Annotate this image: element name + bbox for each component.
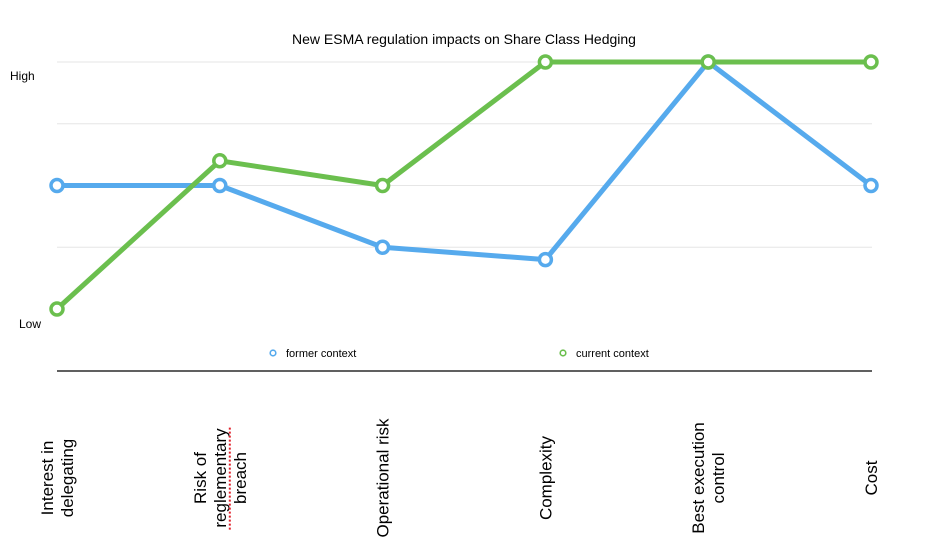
x-category-line: Risk of: [191, 452, 210, 504]
legend-item: current context: [559, 348, 649, 360]
x-category-line: Interest in: [38, 441, 57, 516]
grid-layer: [57, 61, 872, 248]
data-point: [700, 54, 716, 70]
x-category-line: delegating: [58, 439, 77, 517]
chart-title: New ESMA regulation impacts on Share Cla…: [292, 31, 636, 47]
series-line: [54, 59, 874, 263]
series-line: [54, 59, 874, 312]
series-1: [49, 54, 879, 268]
x-axis-categories: Interest in delegating Risk of reglementary…: [38, 418, 881, 538]
legend-label: former context: [286, 348, 356, 360]
x-category-line: Complexity: [536, 435, 555, 520]
x-category-line: Operational risk: [374, 418, 393, 538]
x-category-line: Best execution: [689, 422, 708, 534]
x-category-line: control: [709, 452, 728, 503]
y-tick-label: Low: [19, 317, 41, 331]
x-category-label: Operational risk: [374, 418, 393, 538]
x-category-label: Interest in delegating: [38, 439, 77, 517]
data-point: [374, 239, 391, 255]
legend: former context current context: [269, 348, 649, 360]
data-point: [212, 153, 228, 169]
x-category-label: Risk of reglementary breach: [191, 426, 250, 530]
x-category-label: Complexity: [536, 435, 555, 520]
data-point: [537, 54, 554, 70]
data-point: [49, 177, 65, 194]
series-2: [49, 54, 879, 317]
x-category-line: Cost: [862, 460, 881, 495]
data-point: [374, 177, 391, 194]
data-point: [49, 301, 65, 317]
x-category-line: breach: [231, 452, 250, 504]
x-category-label: Cost: [862, 460, 881, 495]
legend-marker: [269, 349, 277, 357]
legend-marker: [559, 349, 567, 357]
series-layer: [49, 54, 879, 317]
legend-label: current context: [576, 348, 649, 360]
x-category-line: reglementary: [211, 428, 230, 528]
y-tick-label: High: [10, 69, 35, 83]
data-point: [863, 177, 879, 194]
x-category-label: Best execution control: [689, 422, 728, 534]
data-point: [212, 177, 228, 194]
y-axis-ticks: High Low: [10, 69, 41, 331]
data-point: [537, 251, 554, 268]
legend-item: former context: [269, 348, 356, 360]
data-point: [863, 54, 879, 70]
